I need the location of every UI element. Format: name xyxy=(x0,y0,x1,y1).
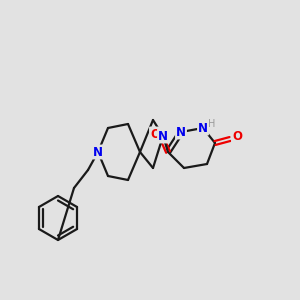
Text: O: O xyxy=(232,130,242,143)
Text: N: N xyxy=(198,122,208,134)
Text: N: N xyxy=(176,125,186,139)
Text: N: N xyxy=(158,130,168,142)
Text: N: N xyxy=(93,146,103,158)
Text: O: O xyxy=(150,128,160,140)
Text: H: H xyxy=(208,119,216,129)
